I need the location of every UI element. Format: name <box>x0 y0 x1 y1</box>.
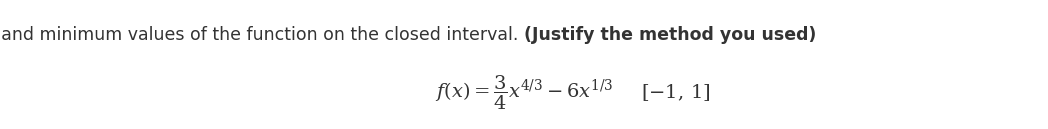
Text: (Justify the method you used): (Justify the method you used) <box>524 26 816 44</box>
Text: $[-1,\, 1]$: $[-1,\, 1]$ <box>641 82 711 103</box>
Text: $f(x) = \dfrac{3}{4}x^{4/3} - 6x^{1/3}$: $f(x) = \dfrac{3}{4}x^{4/3} - 6x^{1/3}$ <box>435 74 613 112</box>
Text: Find the absolute maximum and minimum values of the function on the closed inter: Find the absolute maximum and minimum va… <box>0 26 524 44</box>
